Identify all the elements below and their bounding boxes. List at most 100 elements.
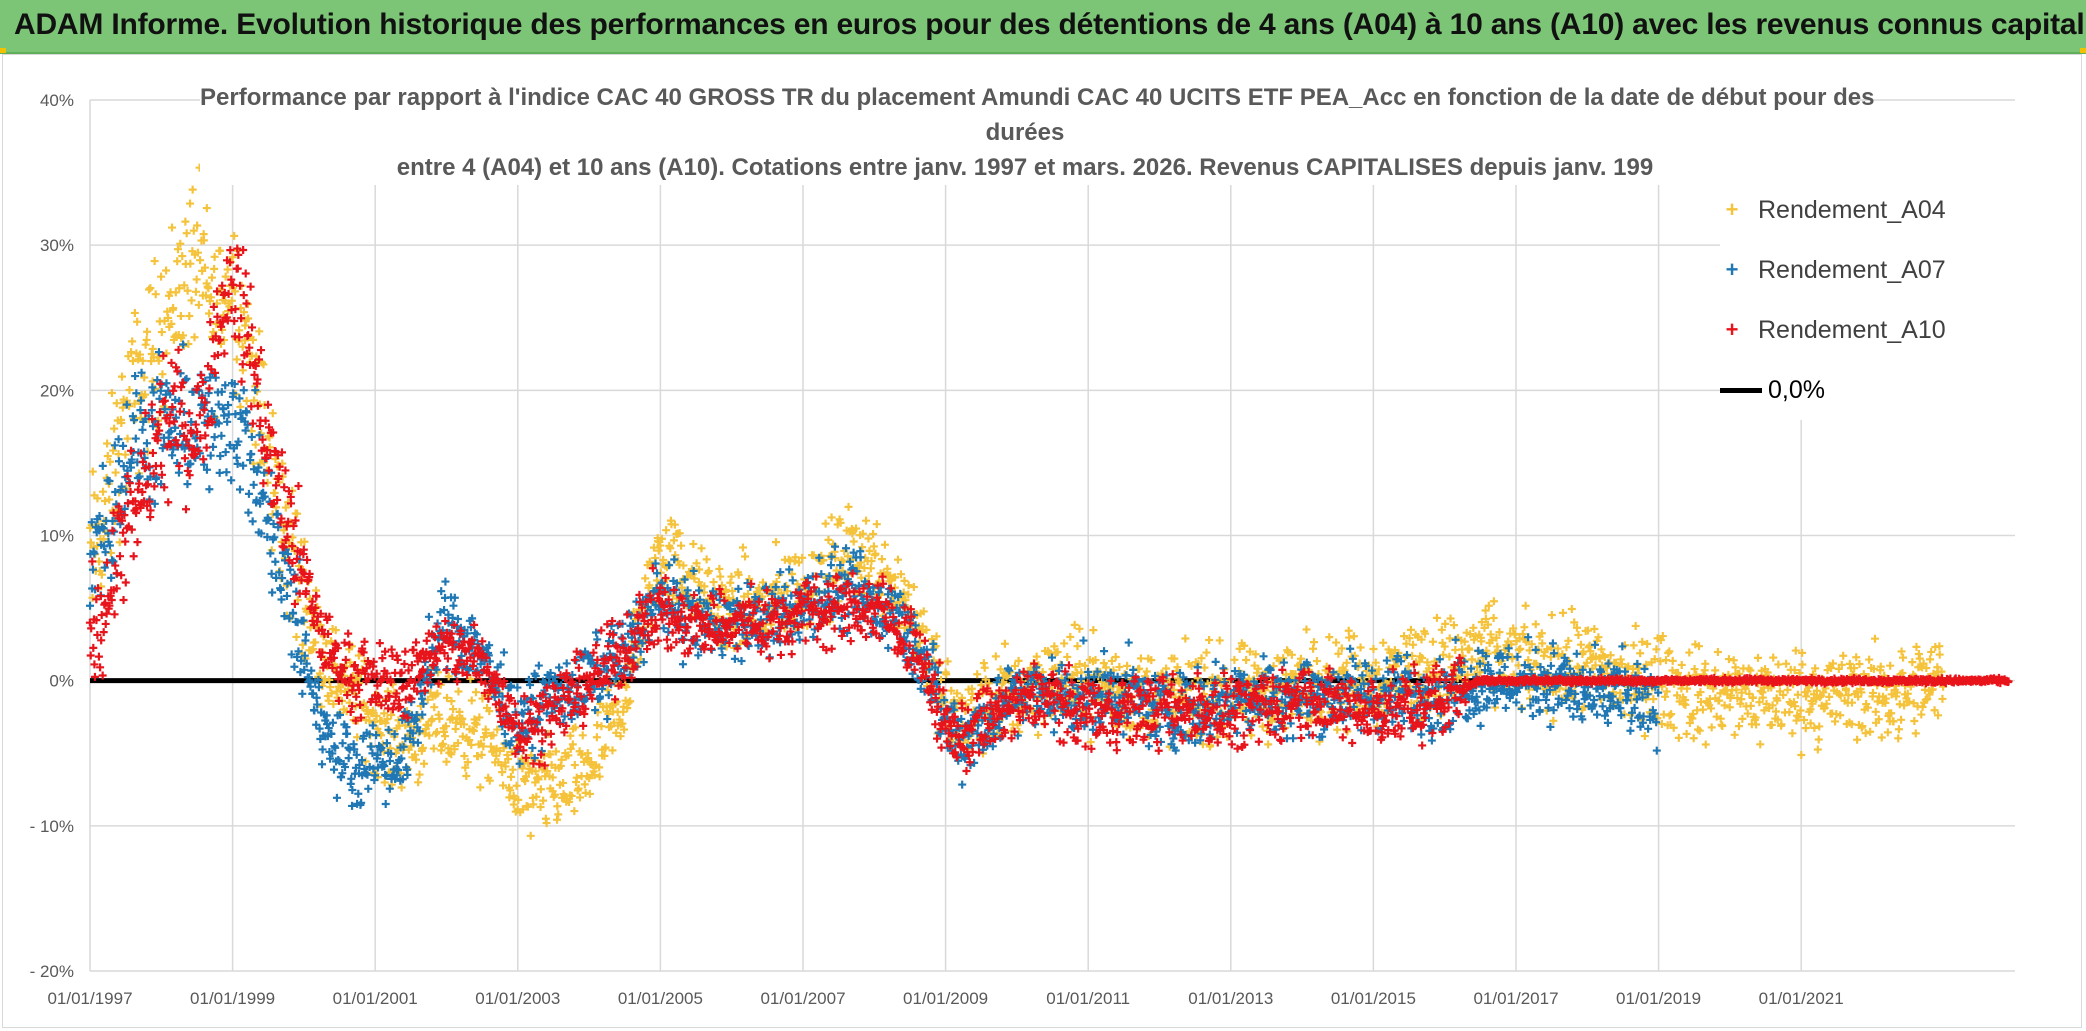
scatter-point [1445, 652, 1454, 661]
scatter-point [1406, 625, 1415, 634]
scatter-point [346, 707, 355, 716]
scatter-point [584, 652, 593, 661]
scatter-point [162, 266, 171, 275]
scatter-point [1755, 698, 1764, 707]
scatter-point [477, 750, 486, 759]
scatter-point [858, 529, 867, 538]
scatter-point [268, 409, 277, 418]
scatter-point [442, 757, 451, 766]
scatter-point [570, 761, 579, 770]
scatter-point [891, 573, 900, 582]
scatter-point [186, 459, 195, 468]
scatter-point [623, 704, 632, 713]
scatter-point [1437, 625, 1446, 634]
scatter-point [585, 789, 594, 798]
scatter-point [124, 352, 133, 361]
scatter-point [1806, 705, 1815, 714]
scatter-point [182, 229, 191, 238]
scatter-point [1636, 649, 1645, 658]
scatter-point [1240, 641, 1249, 650]
x-tick-label: 01/01/2005 [618, 989, 703, 1008]
scatter-point [1685, 648, 1694, 657]
scatter-point [167, 358, 176, 367]
x-tick-label: 01/01/2021 [1759, 989, 1844, 1008]
scatter-point [755, 586, 764, 595]
scatter-point [1791, 646, 1800, 655]
scatter-point [856, 553, 865, 562]
scatter-point [383, 715, 392, 724]
scatter-point [1690, 665, 1699, 674]
scatter-point [246, 282, 255, 291]
scatter-point [472, 630, 481, 639]
scatter-point [641, 574, 650, 583]
scatter-point [932, 680, 941, 689]
scatter-point [179, 340, 188, 349]
scatter-point [452, 718, 461, 727]
scatter-point [1711, 666, 1720, 675]
scatter-point [1181, 634, 1190, 643]
scatter-point [154, 356, 163, 365]
scatter-point [528, 744, 537, 753]
scatter-point [704, 566, 713, 575]
scatter-point [1863, 703, 1872, 712]
scatter-point [734, 584, 743, 593]
scatter-point [612, 728, 621, 737]
scatter-point [1119, 730, 1128, 739]
scatter-point [973, 670, 982, 679]
scatter-point [115, 552, 124, 561]
scatter-point [654, 546, 663, 555]
scatter-point [546, 668, 555, 677]
scatter-point [608, 746, 617, 755]
scatter-point [513, 683, 522, 692]
x-tick-label: 01/01/2019 [1616, 989, 1701, 1008]
scatter-point [1925, 690, 1934, 699]
scatter-point [1107, 656, 1116, 665]
scatter-point [777, 589, 786, 598]
scatter-point [1905, 697, 1914, 706]
scatter-point [467, 740, 476, 749]
scatter-point [257, 346, 266, 355]
scatter-point [241, 269, 250, 278]
scatter-point [241, 426, 250, 435]
scatter-point [1535, 706, 1544, 715]
scatter-point [1836, 691, 1845, 700]
scatter-point [636, 647, 645, 656]
scatter-point [1489, 597, 1498, 606]
scatter-point [469, 726, 478, 735]
scatter-point [1695, 726, 1704, 735]
scatter-point [1825, 692, 1834, 701]
scatter-point [576, 793, 585, 802]
scatter-point [400, 707, 409, 716]
scatter-point [1814, 735, 1823, 744]
scatter-point [1543, 645, 1552, 654]
scatter-point [231, 287, 240, 296]
scatter-point [300, 665, 309, 674]
scatter-point [709, 578, 718, 587]
scatter-point [1811, 664, 1820, 673]
scatter-point [390, 730, 399, 739]
scatter-point [1501, 703, 1510, 712]
scatter-point [1668, 656, 1677, 665]
scatter-point [328, 718, 337, 727]
scatter-point [874, 588, 883, 597]
x-axis: 01/01/1997 01/01/1999 01/01/2001 01/01/2003… [47, 989, 1843, 1008]
scatter-point [1101, 663, 1110, 672]
scatter-point [1564, 636, 1573, 645]
scatter-point [809, 633, 818, 641]
scatter-point [1576, 640, 1585, 649]
scatter-point [457, 651, 466, 660]
scatter-point [1007, 685, 1016, 694]
scatter-point [353, 733, 362, 742]
scatter-point [666, 544, 675, 553]
x-tick-label: 01/01/2015 [1331, 989, 1416, 1008]
scatter-point [1917, 710, 1926, 719]
scatter-point [441, 732, 450, 741]
scatter-point [1144, 742, 1153, 751]
scatter-point [866, 564, 875, 573]
scatter-point [122, 400, 131, 409]
scatter-point [1124, 638, 1133, 647]
scatter-point [689, 566, 698, 575]
scatter-point [1388, 653, 1397, 662]
scatter-point [243, 420, 252, 429]
scatter-point [397, 783, 406, 792]
